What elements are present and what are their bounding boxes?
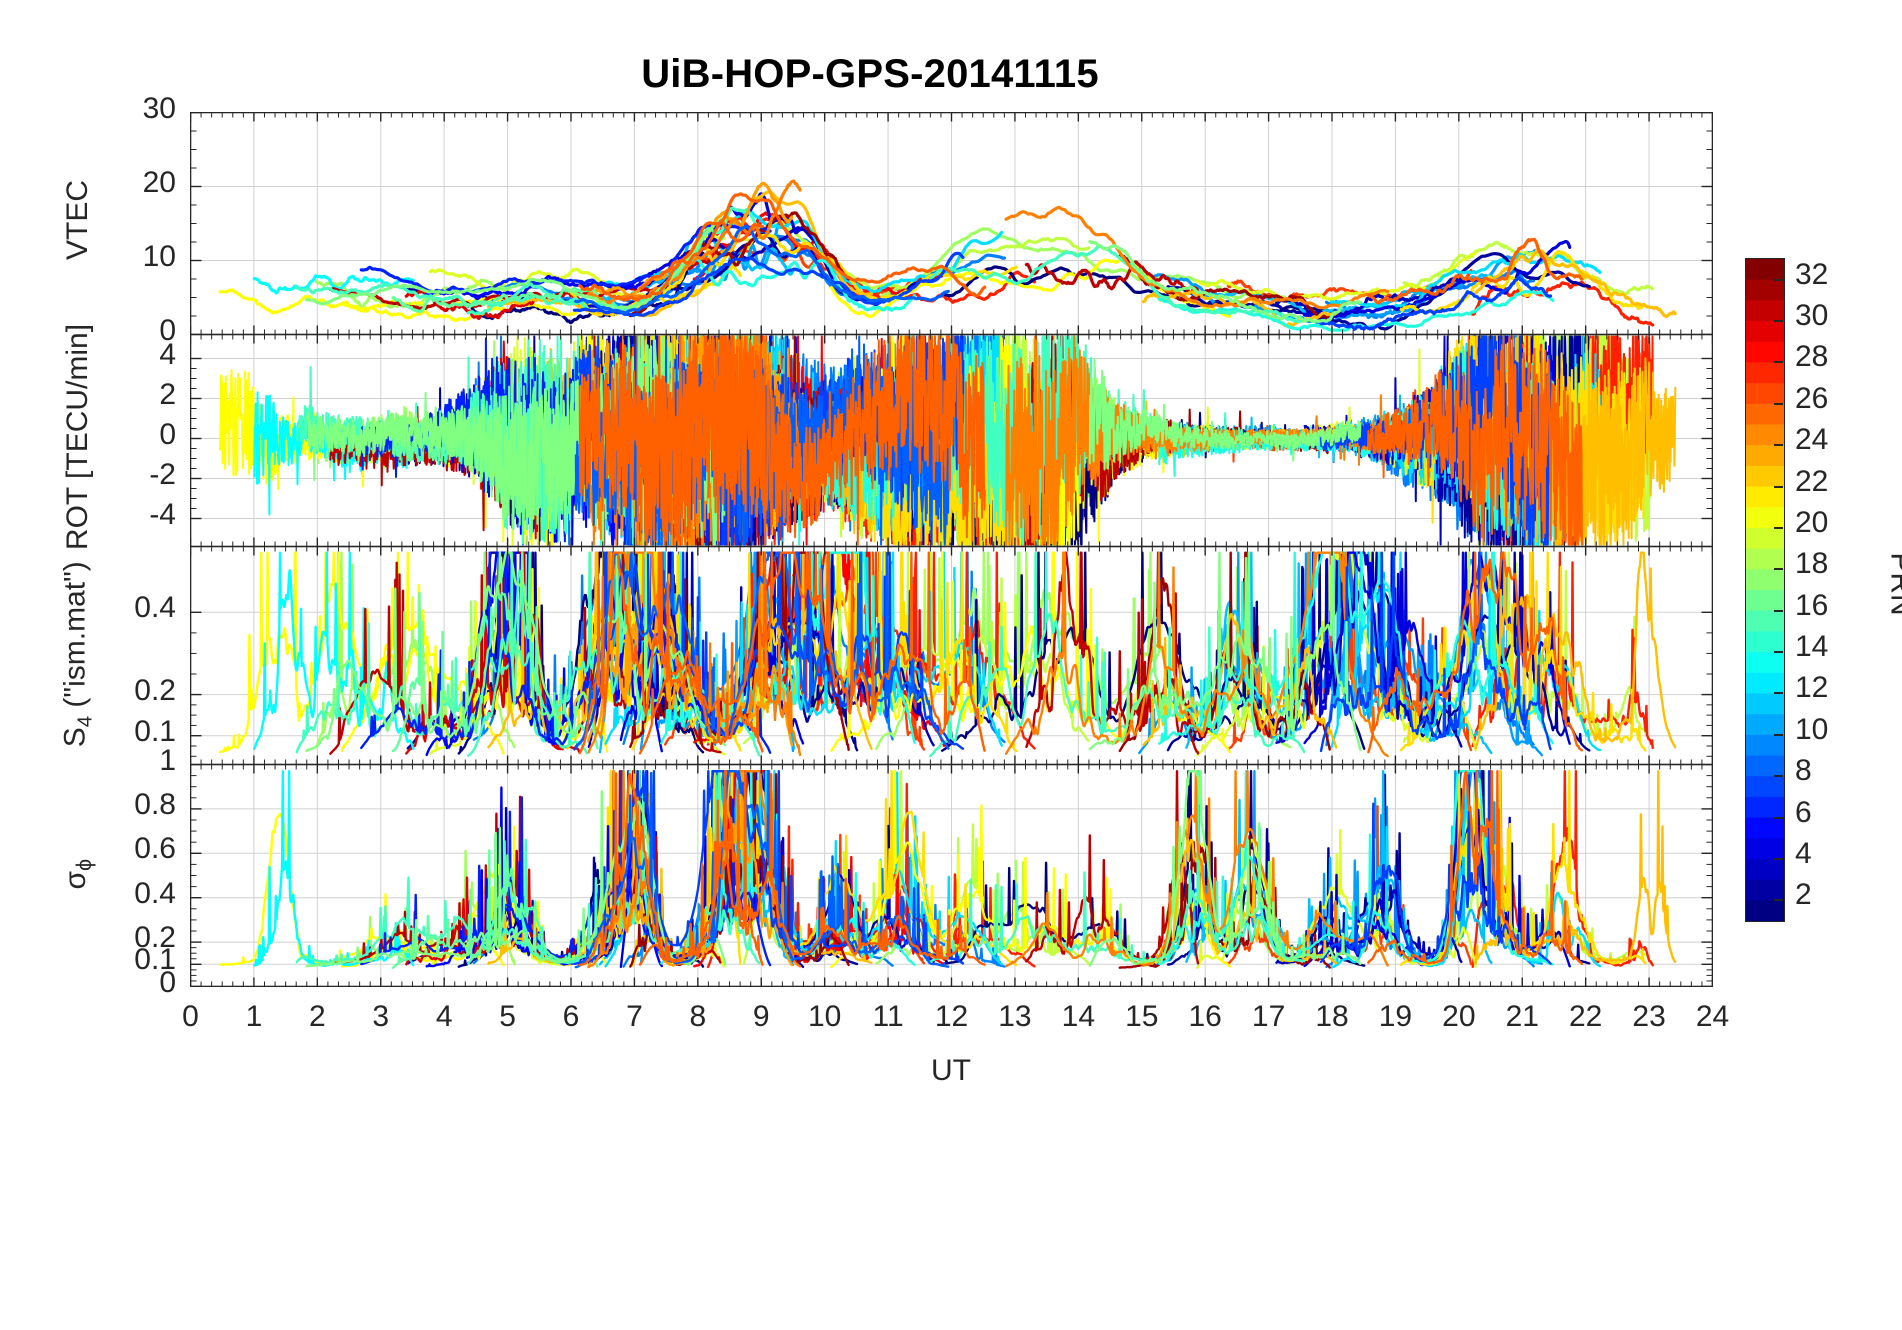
colorbar-tick-mark [1774,361,1783,363]
y-tick-label-sigma-phi: 1 [159,743,176,777]
y-tick-label-sigma-phi: 0.2 [134,921,176,955]
colorbar-tick-mark [1774,692,1783,694]
colorbar-tick-label: 20 [1795,505,1829,539]
y-tick-label-vtec: 30 [142,91,176,125]
y-tick-label-rot: -2 [149,457,176,491]
x-tick-label: 20 [1442,1000,1476,1033]
plot-area-rot [190,334,1713,547]
x-tick-label: 2 [308,1000,326,1033]
y-tick-label-rot: -4 [149,497,176,531]
colorbar-tick-mark [1774,899,1783,901]
colorbar-tick-label: 26 [1795,381,1829,415]
x-tick-label: 5 [499,1000,516,1033]
panel-sigma-phi [190,764,1713,987]
x-tick-label: 12 [934,1000,969,1033]
colorbar [1745,258,1785,922]
x-tick-label: 22 [1568,1000,1603,1033]
y-tick-label-sigma-phi: 0.1 [134,943,176,977]
x-tick-label: 10 [807,1000,842,1033]
colorbar-tick-label: 12 [1795,671,1829,705]
colorbar-tick-mark [1774,486,1783,488]
panel-vtec [190,112,1713,335]
panel-rot [190,334,1713,547]
colorbar-gradient [1746,259,1784,922]
y-tick-label-sigma-phi: 0.4 [134,876,176,910]
plot-area-s4 [190,546,1713,765]
x-tick-label: 16 [1188,1000,1222,1033]
figure-title: UiB-HOP-GPS-20141115 [641,52,1099,96]
y-tick-label-vtec: 10 [142,239,176,273]
colorbar-tick-label: 4 [1795,836,1812,870]
colorbar-tick-label: 22 [1795,464,1829,498]
colorbar-tick-mark [1774,403,1783,405]
x-tick-label: 0 [182,1000,199,1033]
colorbar-tick-mark [1774,817,1783,819]
x-axis-label: UT [931,1054,971,1087]
x-tick-label: 14 [1061,1000,1096,1033]
colorbar-tick-mark [1774,610,1783,612]
y-tick-label-sigma-phi: 0.8 [134,787,176,821]
colorbar-tick-label: 10 [1795,712,1829,746]
colorbar-label: PRN [1884,552,1902,616]
x-tick-label: 11 [872,1000,904,1033]
colorbar-tick-label: 2 [1795,878,1812,912]
colorbar-tick-label: 14 [1795,630,1829,664]
data-traces [218,179,1677,332]
plot-area-sigma-phi [190,764,1713,987]
colorbar-tick-label: 16 [1795,588,1829,622]
x-tick-label: 19 [1378,1000,1413,1033]
y-tick-label-sigma-phi: 0.6 [134,832,176,866]
x-tick-label: 23 [1632,1000,1666,1033]
colorbar-tick-label: 30 [1795,299,1829,333]
y-tick-label-sigma-phi: 0 [159,965,176,999]
y-tick-label-s4: 0.1 [134,714,176,748]
y-tick-label-rot: 0 [159,417,176,451]
data-traces [218,770,1677,969]
x-tick-label: 15 [1125,1000,1159,1033]
colorbar-tick-mark [1774,444,1783,446]
colorbar-tick-mark [1774,734,1783,736]
colorbar-tick-mark [1774,568,1783,570]
data-traces [219,335,1677,546]
x-tick-label: 7 [626,1000,643,1033]
x-tick-label: 1 [245,1000,263,1033]
y-tick-label-rot: 4 [159,337,176,371]
colorbar-tick-mark [1774,858,1783,860]
x-tick-label: 21 [1505,1000,1539,1033]
colorbar-tick-label: 18 [1795,547,1829,581]
y-tick-label-vtec: 20 [142,165,176,199]
colorbar-tick-label: 32 [1795,257,1829,291]
y-tick-label-s4: 0.4 [134,591,176,625]
x-tick-label: 18 [1315,1000,1349,1033]
colorbar-tick-label: 24 [1795,423,1829,457]
colorbar-tick-mark [1774,527,1783,529]
y-tick-label-vtec: 0 [159,313,176,347]
x-tick-label: 13 [998,1000,1032,1033]
data-traces [218,551,1677,758]
x-tick-label: 8 [689,1000,707,1033]
x-tick-label: 6 [562,1000,580,1033]
y-axis-label-sigma-phi: σϕ [58,858,97,890]
x-tick-label: 3 [372,1000,390,1033]
colorbar-tick-label: 28 [1795,340,1829,374]
x-tick-label: 9 [752,1000,770,1033]
x-tick-label: 17 [1251,1000,1286,1033]
colorbar-tick-mark [1774,651,1783,653]
colorbar-tick-mark [1774,775,1783,777]
y-tick-label-s4: 0.2 [134,673,176,707]
plot-area-vtec [190,112,1713,335]
panel-s4 [190,546,1713,765]
colorbar-tick-mark [1774,320,1783,322]
y-tick-label-rot: 2 [159,377,176,411]
colorbar-tick-mark [1774,279,1783,281]
x-tick-label: 24 [1695,1000,1730,1033]
x-tick-label: 4 [435,1000,453,1033]
colorbar-tick-label: 6 [1795,795,1812,829]
colorbar-tick-label: 8 [1795,754,1812,788]
